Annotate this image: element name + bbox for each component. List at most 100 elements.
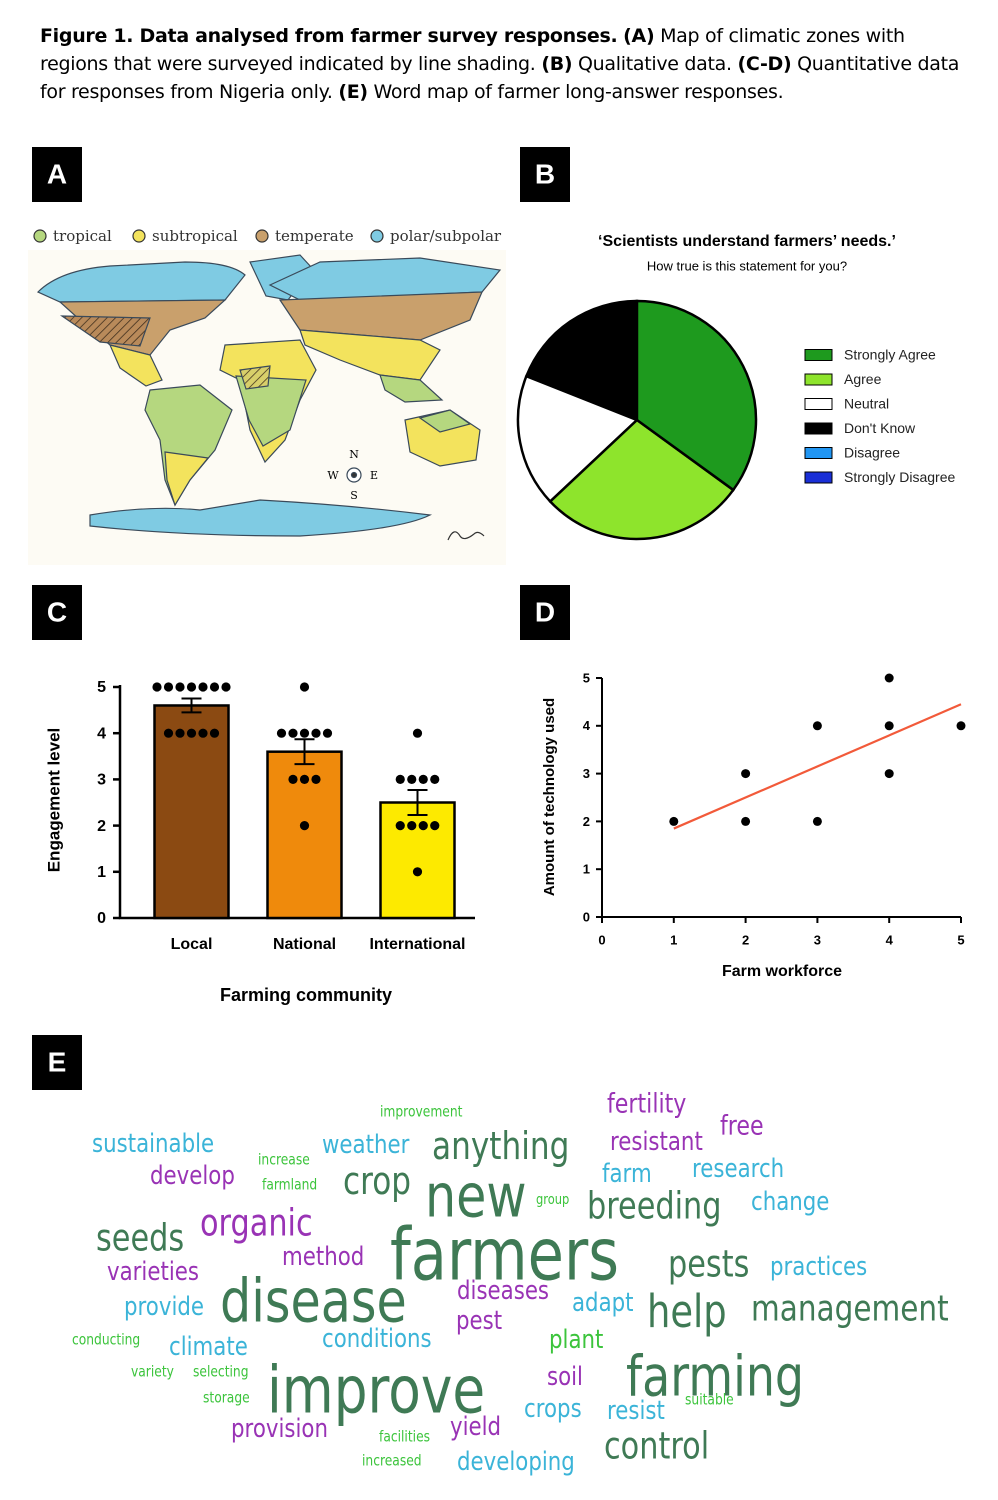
data-point [412,728,423,738]
data-point [322,728,333,738]
north-america-polar [36,261,246,303]
panel-label-box [520,147,570,202]
word: plant [549,1324,603,1355]
word: developing [457,1446,575,1477]
panel-label-box [520,585,570,640]
data-point [209,682,220,692]
y-tick-label: 3 [583,766,590,781]
word: farmland [262,1176,317,1193]
data-point [884,673,894,683]
data-point [418,821,428,831]
x-axis-label: Farming community [220,985,392,1005]
legend-label: Neutral [844,396,889,412]
y-tick-label: 1 [97,864,106,881]
data-point [299,682,310,692]
data-point [299,728,310,738]
data-point [198,682,208,692]
data-point [186,728,197,738]
chart-subtitle: How true is this statement for you? [647,258,847,273]
word: new [425,1161,527,1231]
word: resistant [610,1126,703,1157]
africa-tropical [235,375,307,447]
y-tick-label: 5 [97,679,106,696]
word: increase [258,1151,310,1168]
error-bar [181,697,202,714]
map-legend-label: subtropical [152,227,238,245]
y-tick-label: 2 [583,814,590,829]
word: weather [322,1129,410,1160]
axes [118,685,475,920]
panel-label: B [535,158,555,189]
map-legend-label: polar/subpolar [390,227,502,245]
data-point [884,721,894,731]
x-tick-label: 3 [814,932,821,947]
caption-segment: Map of climatic zones with regions that … [40,25,905,75]
pie-slice [516,374,640,504]
word: farming [626,1344,804,1410]
data-point [221,682,231,692]
legend-label: Strongly Disagree [844,469,955,485]
x-tick-label: 5 [957,932,964,947]
map-legend-swatch [370,229,384,243]
data-point [407,821,417,831]
word: soil [547,1361,583,1392]
word: yield [450,1411,501,1442]
panel-label-box [32,1035,82,1090]
word: management [751,1286,949,1329]
pie-slice [635,299,758,492]
legend-swatch [804,447,833,459]
map-legend-label: temperate [275,227,354,245]
compass-center [350,471,358,479]
word: diseases [457,1275,549,1306]
data-point [669,816,679,826]
data-point [209,728,220,738]
southeast-asia [379,374,444,403]
caption-segment: (B) [541,53,573,75]
data-point [299,774,310,785]
panel-label: C [47,596,67,627]
word: storage [203,1389,250,1406]
word: farm [602,1158,652,1189]
y-tick-label: 3 [97,772,106,789]
word: variety [131,1363,174,1380]
data-point [198,728,208,738]
data-point [430,774,440,785]
caption: Figure 1. Data analysed from farmer surv… [40,22,960,106]
word: disease [220,1266,407,1336]
panel-label: E [48,1046,67,1077]
word: crop [343,1160,411,1204]
word: breeding [587,1184,722,1227]
compass-letter: W [327,469,339,482]
legend-label: Agree [844,371,882,387]
legend-label: Disagree [844,445,900,461]
map-legend-swatch [132,229,146,243]
word: group [536,1192,569,1208]
data-point [412,867,423,877]
data-point [741,816,751,826]
y-axis-label: Engagement level [44,728,63,873]
axes [601,678,961,918]
signature [447,531,485,541]
data-point [395,774,405,785]
data-point [884,769,894,779]
word: provide [124,1291,204,1322]
data-point [175,682,185,692]
y-axis-label: Amount of technology used [541,698,558,896]
australia-tropical [418,409,472,433]
chart-title: ‘Scientists understand farmers’ needs.’ [598,233,896,250]
map-legend-label: tropical [53,227,112,245]
word: provision [231,1413,328,1444]
x-tick-label: 1 [670,932,677,947]
word: practices [770,1251,867,1282]
y-tick-label: 4 [583,718,591,733]
word: crops [524,1393,582,1424]
pie-slice [548,418,736,541]
caption-segment: Qualitative data. [578,53,732,75]
word: method [282,1241,364,1272]
map-legend-swatch [255,229,269,243]
panel-label: A [47,158,67,189]
pie-slice [524,299,639,422]
legend-label: Don't Know [844,420,916,436]
x-axis-label: Farm workforce [722,963,842,980]
